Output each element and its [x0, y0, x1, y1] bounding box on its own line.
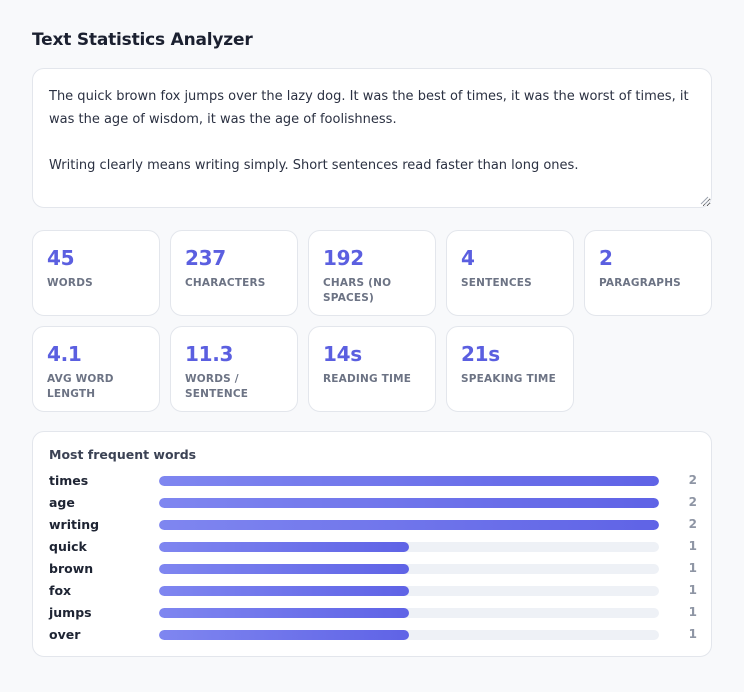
stat-label: READING TIME	[323, 373, 412, 385]
frequency-bar-fill	[159, 520, 659, 530]
frequency-bar-track	[159, 564, 659, 574]
stat-value: 14s	[323, 342, 362, 366]
frequent-word-label: fox	[49, 583, 72, 598]
stat-card-speaking-time: 21s SPEAKING TIME	[446, 326, 574, 412]
stat-value: 4	[461, 246, 475, 270]
frequent-word-label: over	[49, 627, 81, 642]
frequent-word-row: quick 1	[49, 536, 699, 558]
frequent-word-label: writing	[49, 517, 100, 532]
stat-value: 11.3	[185, 342, 234, 366]
stat-value: 192	[323, 246, 364, 270]
page-title: Text Statistics Analyzer	[32, 30, 253, 50]
frequent-word-count: 2	[688, 495, 697, 509]
frequent-word-row: over 1	[49, 624, 699, 646]
frequency-bar-track	[159, 586, 659, 596]
frequent-words-panel: Most frequent words times 2 age 2 writing 2 qu…	[32, 431, 712, 657]
frequent-words-list: times 2 age 2 writing 2 quick 1 brown 1 fox 1 jumps 1…	[49, 470, 699, 646]
frequency-bar-fill	[159, 586, 409, 596]
frequent-word-count: 1	[688, 561, 697, 575]
frequent-word-row: times 2	[49, 470, 699, 492]
frequent-words-title: Most frequent words	[49, 447, 197, 462]
frequency-bar-fill	[159, 498, 659, 508]
frequency-bar-track	[159, 608, 659, 618]
stat-card-chars-no-spaces: 192 CHARS (NO SPACES)	[308, 230, 436, 316]
frequent-word-count: 1	[688, 627, 697, 641]
stat-card-words: 45 WORDS	[32, 230, 160, 316]
frequent-word-row: brown 1	[49, 558, 699, 580]
stat-label: SPEAKING TIME	[461, 373, 556, 385]
stat-value: 4.1	[47, 342, 82, 366]
frequent-word-count: 1	[688, 583, 697, 597]
stat-card-paragraphs: 2 PARAGRAPHS	[584, 230, 712, 316]
frequency-bar-fill	[159, 608, 409, 618]
frequent-word-count: 1	[688, 539, 697, 553]
frequent-word-label: times	[49, 473, 89, 488]
frequent-word-row: jumps 1	[49, 602, 699, 624]
stat-value: 237	[185, 246, 226, 270]
frequent-word-row: age 2	[49, 492, 699, 514]
frequent-word-label: jumps	[49, 605, 92, 620]
stat-card-sentences: 4 SENTENCES	[446, 230, 574, 316]
stat-value: 45	[47, 246, 75, 270]
text-input[interactable]: The quick brown fox jumps over the lazy …	[32, 68, 712, 208]
frequent-word-count: 2	[688, 517, 697, 531]
frequent-word-label: quick	[49, 539, 87, 554]
stat-label: CHARACTERS	[185, 277, 266, 289]
frequency-bar-fill	[159, 476, 659, 486]
frequency-bar-track	[159, 498, 659, 508]
stat-label: PARAGRAPHS	[599, 277, 681, 289]
frequency-bar-track	[159, 520, 659, 530]
frequent-word-count: 2	[688, 473, 697, 487]
stat-card-characters: 237 CHARACTERS	[170, 230, 298, 316]
frequency-bar-fill	[159, 630, 409, 640]
frequent-word-label: brown	[49, 561, 94, 576]
stat-label: SENTENCES	[461, 277, 532, 289]
stat-value: 2	[599, 246, 613, 270]
stat-card-avg-word-length: 4.1 AVG WORD LENGTH	[32, 326, 160, 412]
stat-label: CHARS (NO SPACES)	[323, 277, 392, 304]
resize-handle-icon[interactable]	[700, 196, 709, 205]
frequency-bar-track	[159, 476, 659, 486]
frequency-bar-track	[159, 542, 659, 552]
stat-card-reading-time: 14s READING TIME	[308, 326, 436, 412]
frequent-word-count: 1	[688, 605, 697, 619]
stat-label: AVG WORD LENGTH	[47, 373, 114, 400]
stat-value: 21s	[461, 342, 500, 366]
stat-label: WORDS / SENTENCE	[185, 373, 249, 400]
frequent-word-row: writing 2	[49, 514, 699, 536]
frequency-bar-fill	[159, 542, 409, 552]
stat-label: WORDS	[47, 277, 93, 289]
stat-card-words-per-sentence: 11.3 WORDS / SENTENCE	[170, 326, 298, 412]
frequency-bar-track	[159, 630, 659, 640]
frequent-word-row: fox 1	[49, 580, 699, 602]
frequency-bar-fill	[159, 564, 409, 574]
frequent-word-label: age	[49, 495, 75, 510]
